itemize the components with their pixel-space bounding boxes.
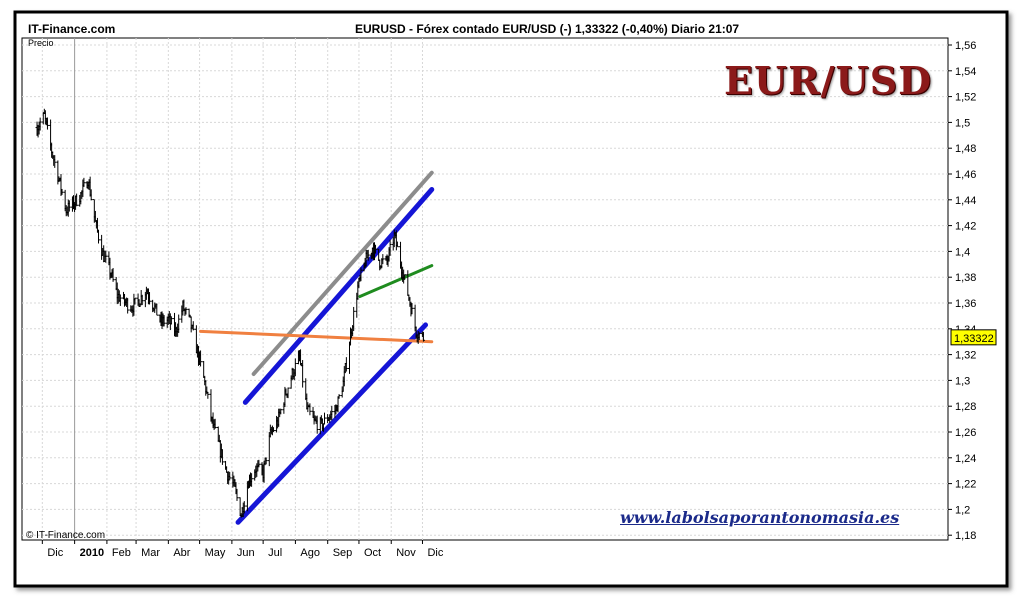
trendline-canal-azul-superior [242,186,435,405]
y-tick-label: 1,26 [955,427,976,439]
y-tick-label: 1,24 [955,453,976,465]
y-tick-label: 1,18 [955,530,976,542]
x-tick-label: Dic [427,547,443,559]
x-tick-label: Jul [268,547,282,559]
y-tick-label: 1,44 [955,195,976,207]
y-tick-label: 1,32 [955,350,976,362]
x-axis: Dic 2010 Feb Mar Abr May Jun Jul Ago Sep Oct Nov Dic [41,540,444,559]
chart-title: EURUSD - Fórex contado EUR/USD (-) 1,333… [355,22,740,36]
x-tick-label: Feb [112,547,131,559]
y-tick-label: 1,36 [955,298,976,310]
y-tick-label: 1,28 [955,401,976,413]
y-tick-label: 1,48 [955,143,976,155]
grid [22,38,948,540]
y-axis: 1,181,21,221,241,261,281,31,321,341,361,… [948,40,976,542]
y-tick-label: 1,46 [955,169,976,181]
last-price-marker: 1,33322 [950,329,997,346]
x-tick-label: Oct [364,547,381,559]
y-tick-label: 1,42 [955,221,976,233]
y-tick-label: 1,56 [955,40,976,52]
trendline-canal-azul-inferior [235,322,429,525]
y-tick-label: 1,38 [955,272,976,284]
price-series [35,108,425,518]
y-tick-label: 1,54 [955,66,976,78]
y-tick-label: 1,4 [955,246,970,258]
site-name: IT-Finance.com [28,22,116,36]
y-axis-label: Precio [28,38,54,48]
y-tick-label: 1,2 [955,504,970,516]
y-tick-label: 1,5 [955,117,970,129]
trendline-canal-gris [251,170,434,376]
y-tick-label: 1,22 [955,479,976,491]
y-tick-label: 1,3 [955,375,970,387]
trendlines [199,170,435,525]
last-price-label: 1,33322 [954,333,994,345]
trendline-linea-naranja [199,329,434,344]
x-tick-label: Abr [173,547,190,559]
x-tick-label: Ago [300,547,320,559]
last-price-box [950,329,997,346]
website-link[interactable]: www.labolsaporantonomasia.es [620,508,900,527]
x-tick-label: Jun [237,547,255,559]
x-tick-label: Sep [333,547,353,559]
y-tick-label: 1,52 [955,92,976,104]
brand-watermark: EUR/USD [724,58,933,103]
x-tick-label: May [205,547,226,559]
x-tick-label: Dic [47,547,63,559]
x-tick-label: Mar [141,547,160,559]
x-tick-label: Nov [396,547,416,559]
copyright-notice: © IT-Finance.com [26,530,106,541]
x-tick-label: 2010 [80,547,104,559]
trendline-linea-verde [358,264,434,299]
plot-area [21,37,949,541]
